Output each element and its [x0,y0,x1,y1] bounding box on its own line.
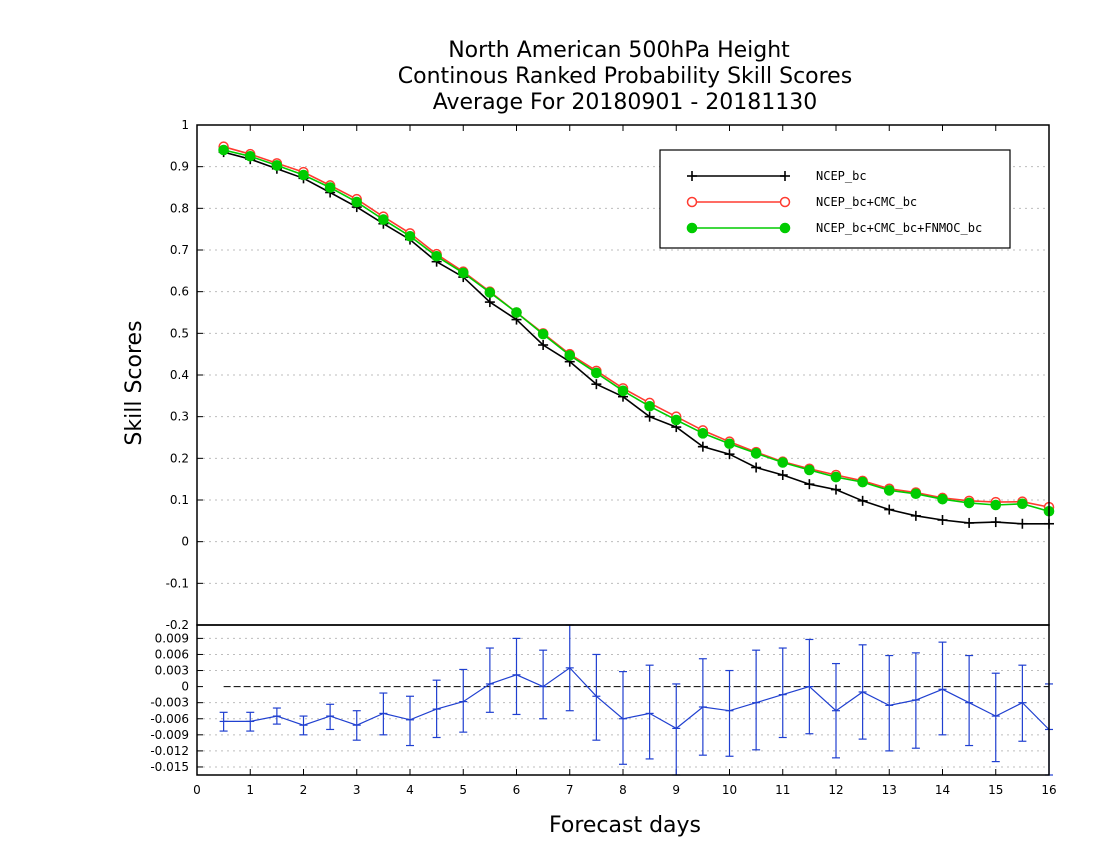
series-3-point [218,144,229,156]
top-y-tick-label: 0 [181,535,189,549]
chart-title-line-1: North American 500hPa Height [448,38,790,63]
series-3-point [910,488,922,500]
x-tick-label: 6 [513,783,521,797]
bottom-y-tick-label: -0.006 [150,712,189,726]
series-3-point [298,169,309,181]
legend-label-1: NCEP_bc [816,169,867,183]
top-y-tick-label: 0.9 [170,160,189,174]
top-panel-series [218,141,1055,529]
x-tick-label: 1 [246,783,254,797]
series-3-point [457,267,469,279]
series-3-point [724,438,735,450]
x-tick-label: 16 [1041,783,1056,797]
chart-title-line-2: Continous Ranked Probability Skill Score… [398,64,852,89]
x-tick-label: 15 [988,783,1003,797]
x-tick-label: 13 [882,783,897,797]
bottom-panel-frame [196,624,1050,776]
legend-marker-3 [779,222,791,234]
series-3-point [857,476,868,488]
x-tick-label: 14 [935,783,950,797]
series-3-point [378,214,389,225]
series-3-point [883,485,895,496]
series-3-point [591,367,602,379]
series-3-point [564,350,576,361]
series-3-point [351,196,363,208]
y-axis-title: Skill Scores [122,320,147,445]
top-y-tick-label: -0.1 [166,576,189,590]
legend: NCEP_bc NCEP_bc+CMC_bc NCEP_bc+CMC_bc+FNMO… [659,149,1011,249]
top-y-tick-label: 0.7 [170,243,189,257]
series-3-point [804,464,815,476]
series-line-1 [223,151,1049,525]
bottom-y-tick-label: 0.006 [155,647,189,661]
chart-title-line-3: Average For 20180901 - 20181130 [433,90,818,115]
series-3-point [511,307,522,318]
top-y-tick-label: 0.4 [170,368,189,382]
bottom-y-tick-label: 0 [181,680,189,694]
top-y-tick-label: 0.1 [170,493,189,507]
bottom-y-tick-label: 0.009 [155,631,189,645]
series-3-point [670,414,682,426]
x-axis-ticks: 0 1 2 3 4 5 6 7 8 9 10 11 12 13 14 15 16 [193,125,1057,797]
bottom-y-tick-label: -0.012 [150,744,189,758]
series-3-point [777,457,789,468]
top-y-tick-label: 1 [181,118,189,132]
series-3-point [963,497,975,509]
bottom-y-tick-label: -0.009 [150,728,189,742]
bottom-panel-series [219,624,1053,776]
difference-line [223,667,1050,730]
series-3-point [431,250,442,262]
legend-marker-2 [779,196,791,208]
x-tick-label: 10 [722,783,737,797]
x-tick-label: 5 [459,783,467,797]
x-tick-label: 3 [353,783,361,797]
x-axis-title: Forecast days [549,813,701,838]
top-y-tick-label: 0.5 [170,326,189,340]
x-tick-label: 12 [828,783,843,797]
x-tick-label: 4 [406,783,414,797]
legend-box [659,149,1011,249]
legend-marker-3 [686,222,698,234]
top-panel-grid [197,166,1049,584]
series-3-point [404,230,416,242]
series-3-point [990,499,1002,511]
top-y-tick-label: 0.8 [170,201,189,215]
x-tick-label: 0 [193,783,201,797]
series-3-point [484,287,496,298]
x-tick-label: 11 [775,783,790,797]
x-tick-label: 9 [672,783,680,797]
series-3-point [244,150,256,162]
bottom-panel-y-ticks: -0.015 -0.012 -0.009 -0.006 -0.003 0 0.003 0.00… [150,631,203,774]
top-y-tick-label: 0.2 [170,451,189,465]
series-3-point [697,428,709,439]
bottom-y-tick-label: -0.003 [150,696,189,710]
x-tick-label: 2 [300,783,308,797]
top-y-tick-label: 0.3 [170,410,189,424]
series-3-point [537,328,549,340]
bottom-y-tick-label: 0.003 [155,664,189,678]
legend-label-2: NCEP_bc+CMC_bc [816,195,917,209]
legend-label-3: NCEP_bc+CMC_bc+FNMOC_bc [816,221,982,235]
series-3-point [937,493,948,505]
series-3-point [271,160,283,171]
x-tick-label: 8 [619,783,627,797]
series-3-point [324,182,336,193]
series-3-point [750,448,762,459]
top-panel-y-ticks: -0.2 -0.1 0 0.1 0.2 0.3 0.4 0.5 0.6 0.7 0.8 0.9 1 [166,118,203,632]
bottom-y-tick-label: -0.015 [150,760,189,774]
top-y-tick-label: 0.6 [170,285,189,299]
series-3-point [644,400,655,412]
legend-marker-2 [686,196,698,208]
series-3-point [617,385,629,397]
top-y-tick-label: -0.2 [166,618,189,632]
series-3-point [1017,498,1028,510]
x-tick-label: 7 [566,783,574,797]
series-3-point [830,471,842,483]
